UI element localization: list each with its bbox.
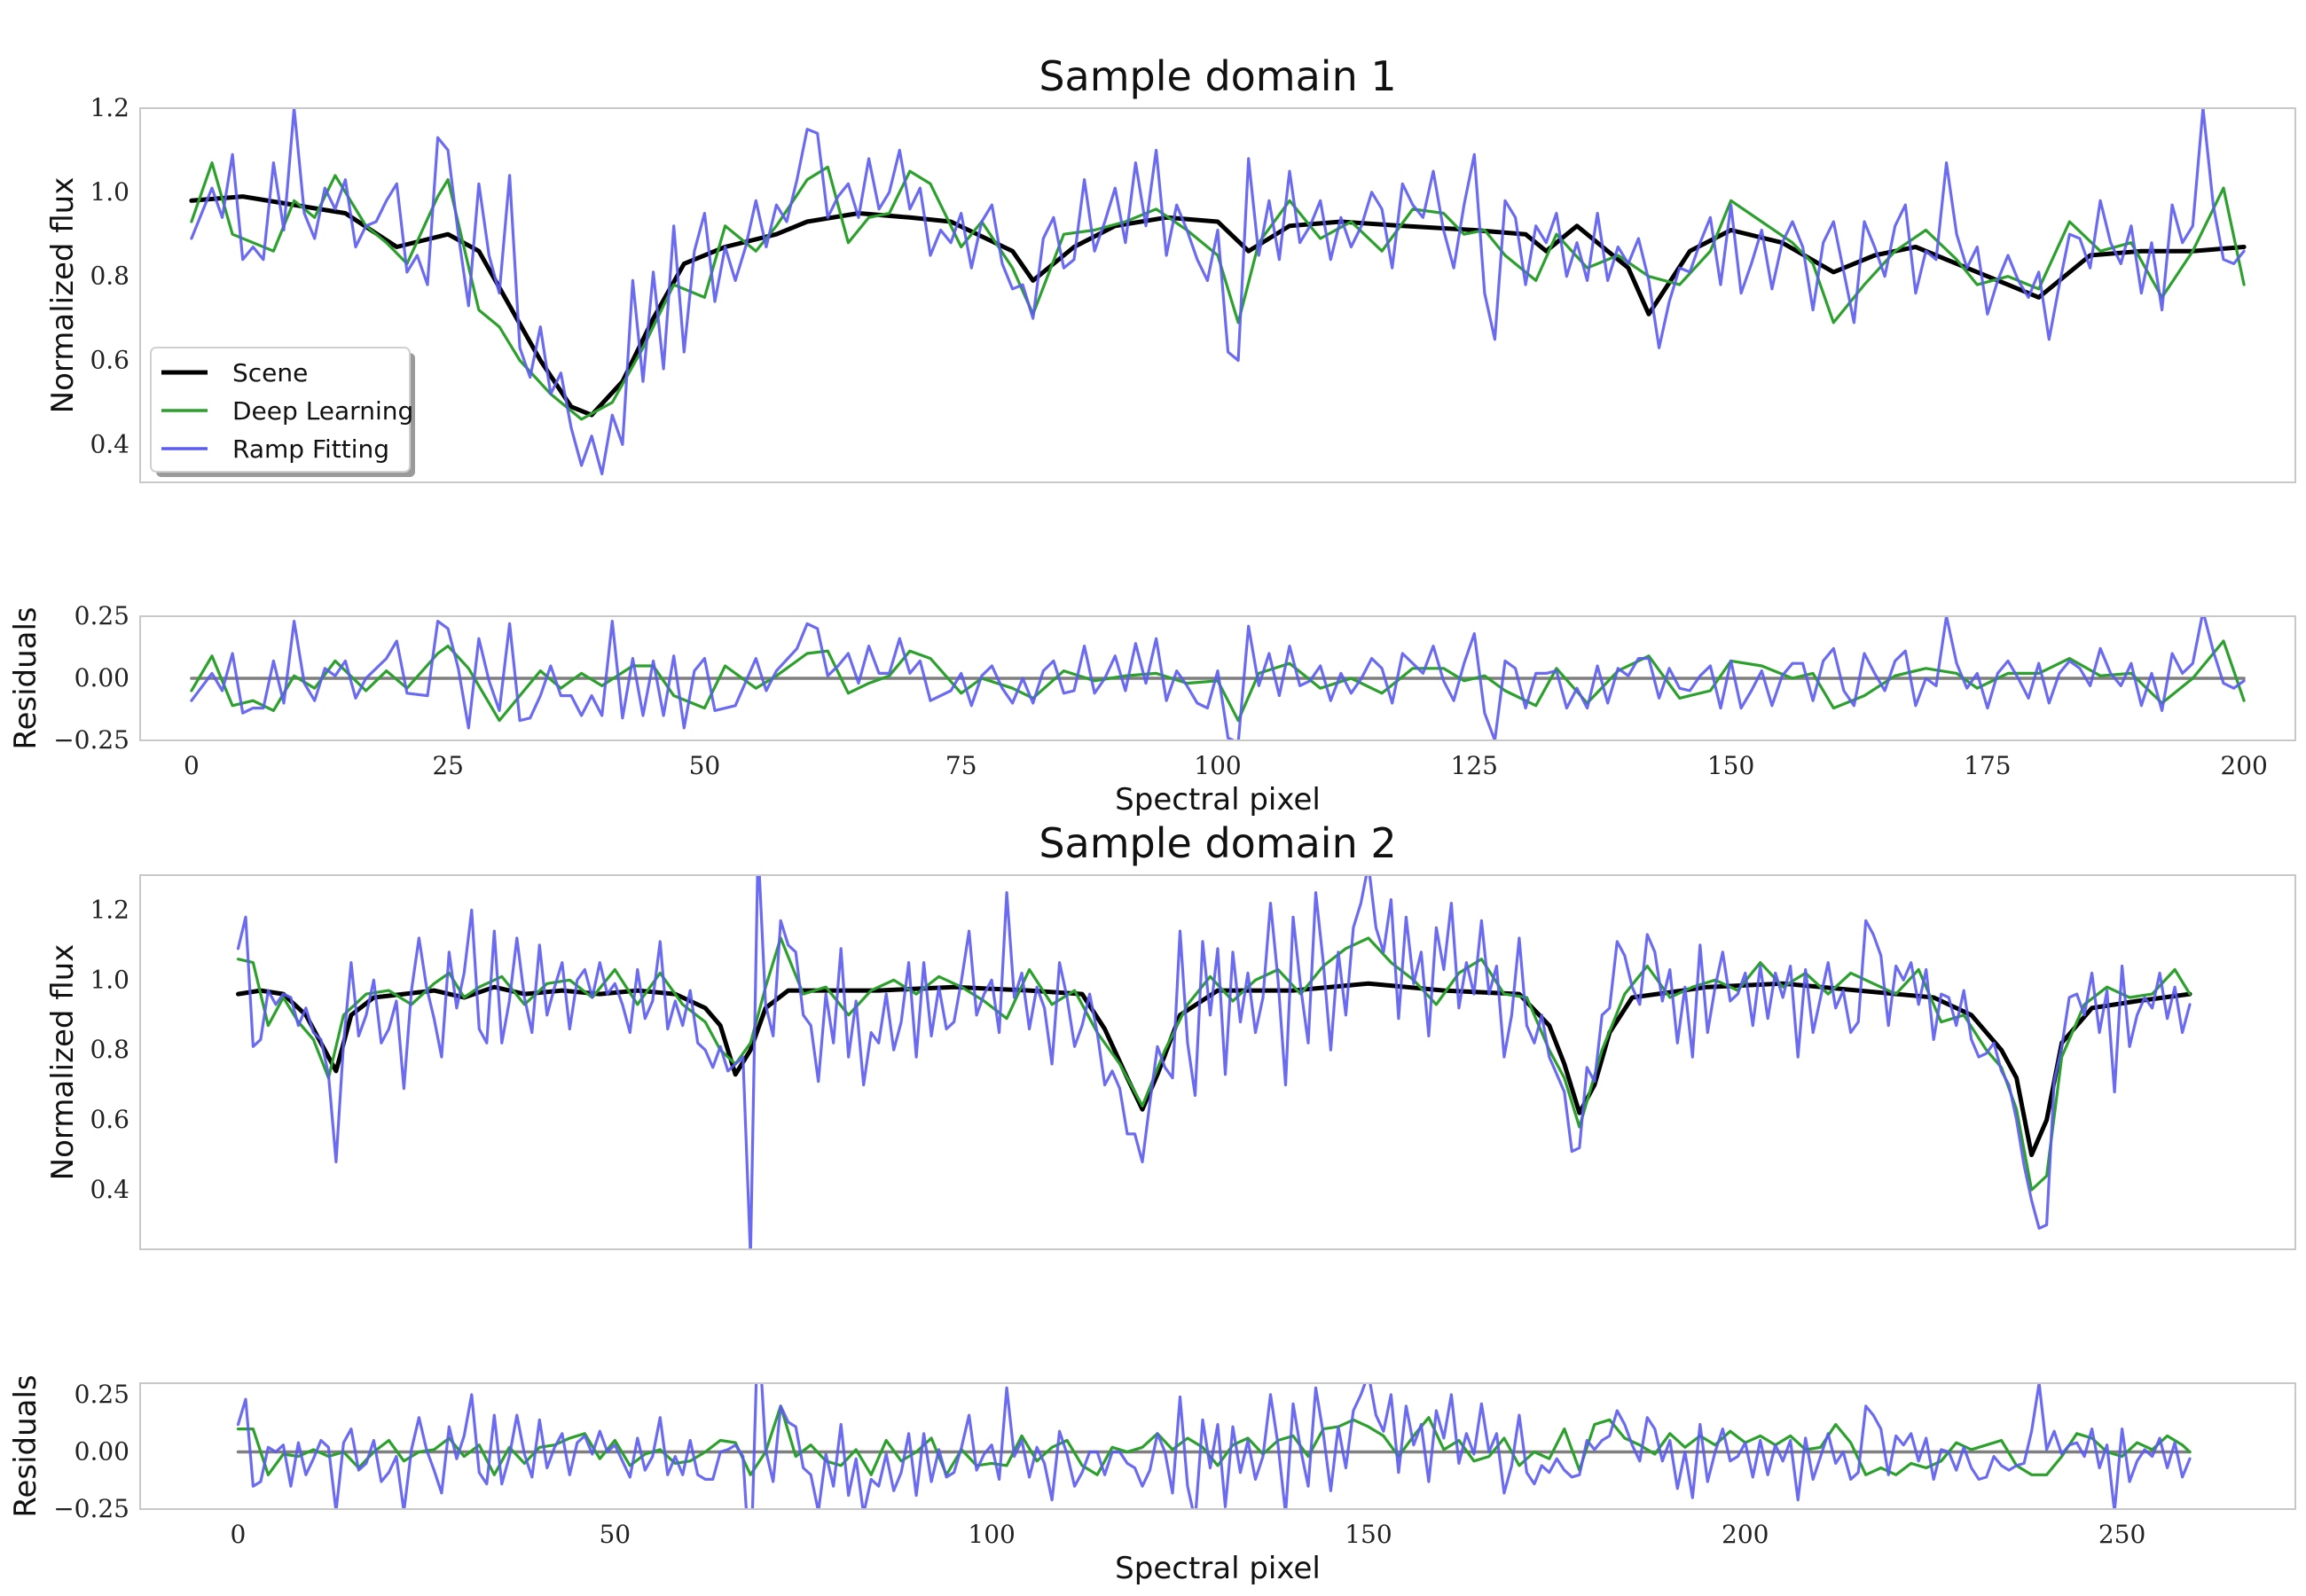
x-tick-label: 200 — [2220, 751, 2267, 780]
x-tick-label: 100 — [968, 1520, 1015, 1549]
x-tick-label: 150 — [1345, 1520, 1392, 1549]
y-tick-label: 0.25 — [75, 1380, 129, 1409]
y-tick-label: 1.2 — [90, 895, 129, 924]
y-tick-label: 1.0 — [90, 177, 129, 207]
y-axis-label: Residuals — [8, 606, 43, 749]
panels: 0.4 0.6 0.8 1.0 1.2 Sample domain 1 Normalized… — [8, 52, 2296, 1586]
y-tick-label: 0.6 — [90, 1105, 129, 1134]
series-group — [236, 1383, 2192, 1509]
series-group — [236, 875, 2192, 1249]
legend-label-deep-learning: Deep Learning — [232, 396, 413, 426]
x-tick-label: 150 — [1707, 751, 1754, 780]
y-tick-label: 0.4 — [90, 1175, 129, 1204]
x-tick-label: 0 — [231, 1520, 247, 1549]
y-tick-label: 0.00 — [75, 1436, 129, 1466]
y-tick-label: 1.0 — [90, 965, 129, 994]
series-line-scene — [236, 981, 2192, 1157]
y-axis-label: Normalized flux — [45, 944, 81, 1181]
x-tick-label: 200 — [1722, 1520, 1769, 1549]
legend-label-ramp-fitting: Ramp Fitting — [232, 434, 389, 464]
series-line-ramp-fitting — [236, 875, 2192, 1249]
y-tick-label: −0.25 — [53, 1494, 129, 1523]
x-tick-label: 125 — [1451, 751, 1498, 780]
x-tick-label: 50 — [689, 751, 721, 780]
panel-1: 0.4 0.6 0.8 1.0 1.2 Sample domain 1 Normalized… — [45, 52, 2296, 483]
x-axis-label: Spectral pixel — [1115, 782, 1321, 818]
x-tick-label: 100 — [1194, 751, 1241, 780]
legend-label-scene: Scene — [232, 358, 308, 387]
series-line-ramp-fitting — [236, 1383, 2192, 1509]
x-tick-label: 25 — [432, 751, 464, 780]
y-axis-label: Residuals — [8, 1374, 43, 1517]
chart-title: Sample domain 1 — [1039, 52, 1396, 100]
x-tick-label: 175 — [1964, 751, 2011, 780]
series-group — [190, 616, 2246, 740]
axes-frame — [139, 615, 2296, 741]
x-tick-label: 50 — [599, 1520, 631, 1549]
legend: Scene Deep Learning Ramp Fitting — [150, 347, 415, 477]
panel-3: 0.4 0.6 0.8 1.0 1.2 Sample domain 2 Normalized… — [45, 819, 2296, 1250]
y-tick-label: 0.8 — [90, 1035, 129, 1064]
axes-frame — [139, 107, 2296, 483]
series-line-deep-learning — [236, 936, 2192, 1192]
x-axis-label: Spectral pixel — [1115, 1551, 1321, 1586]
panel-4: −0.25 0.00 0.25 0 50 100 150 200 250 Spectral pix… — [8, 1374, 2296, 1586]
series-line-deep-learning — [190, 161, 2246, 421]
y-tick-label: 0.25 — [75, 601, 129, 630]
legend-box — [150, 347, 411, 473]
y-tick-label: −0.25 — [53, 725, 129, 755]
x-tick-label: 75 — [945, 751, 977, 780]
axes-frame — [139, 1382, 2296, 1510]
y-tick-label: 0.6 — [90, 345, 129, 374]
y-tick-label: 1.2 — [90, 93, 129, 122]
chart-title: Sample domain 2 — [1039, 819, 1396, 867]
y-tick-label: 0.00 — [75, 663, 129, 692]
series-line-ramp-fitting — [190, 616, 2246, 740]
x-tick-label: 0 — [184, 751, 200, 780]
series-group — [189, 108, 2247, 476]
panel-2: −0.25 0.00 0.25 0 25 50 75 100 125 150 175 200 Spect… — [8, 601, 2296, 818]
x-tick-label: 250 — [2098, 1520, 2145, 1549]
y-tick-label: 0.8 — [90, 262, 129, 291]
axes-frame — [139, 874, 2296, 1250]
y-axis-label: Normalized flux — [45, 177, 81, 414]
y-tick-label: 0.4 — [90, 429, 129, 458]
series-line-ramp-fitting — [190, 108, 2246, 476]
